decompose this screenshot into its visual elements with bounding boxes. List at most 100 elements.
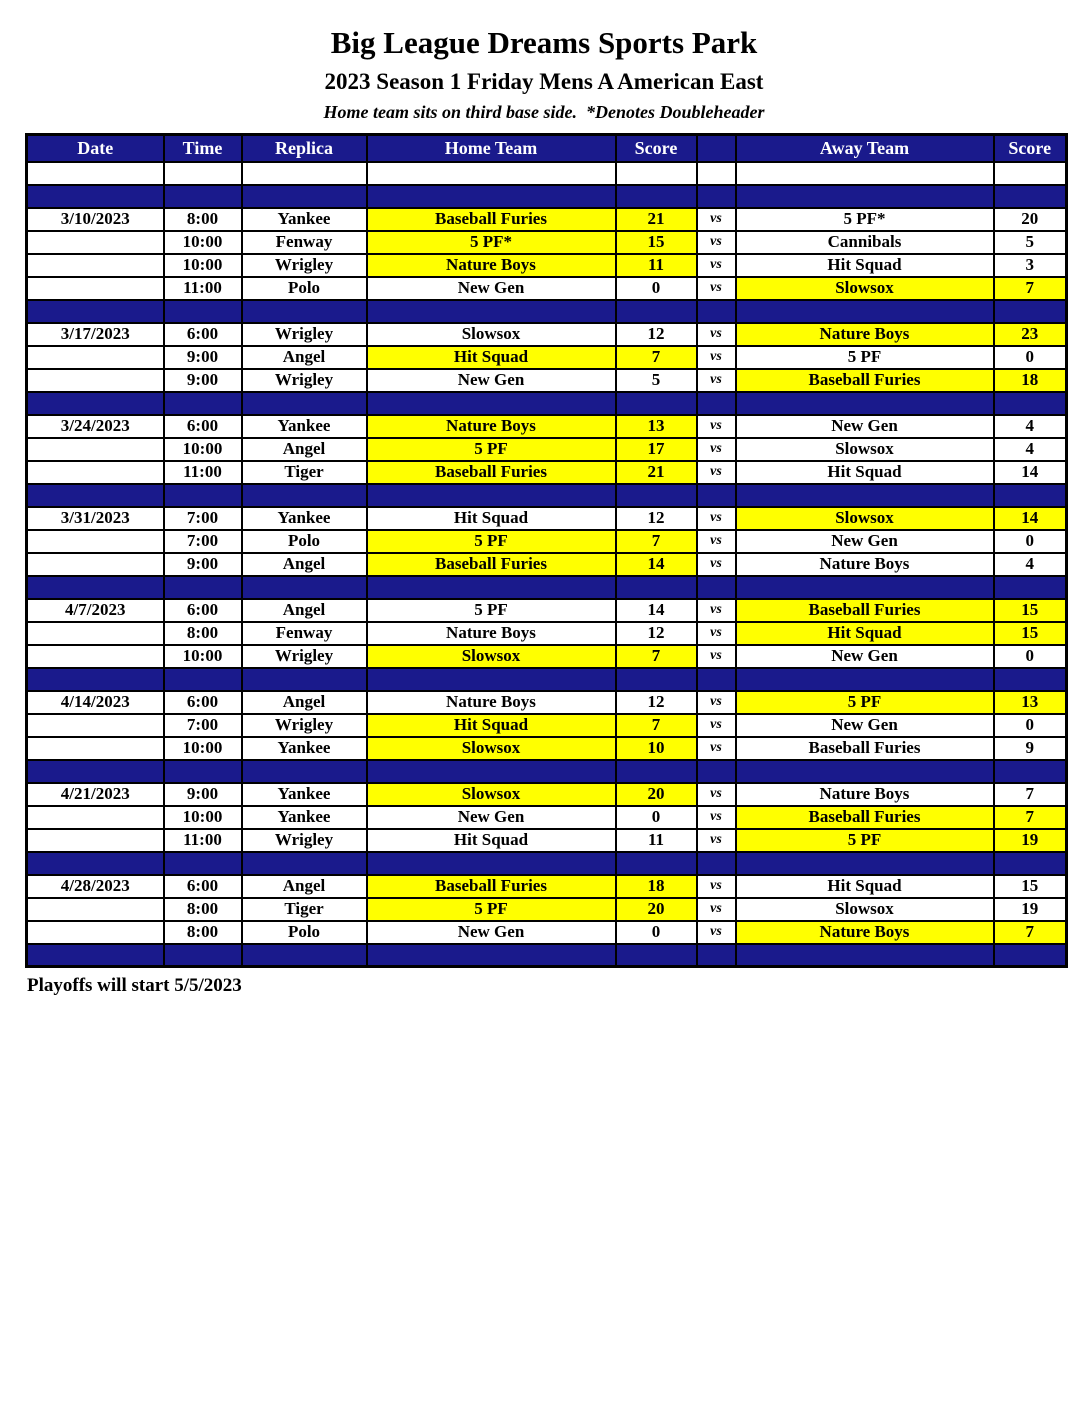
spacer-row-navy	[25, 183, 1068, 209]
time-cell: 7:00	[162, 712, 243, 738]
home-score-cell: 5	[614, 367, 698, 393]
away-score-cell: 7	[992, 781, 1068, 807]
away-team-cell: New Gen	[734, 413, 995, 439]
spacer-cell	[695, 183, 737, 209]
away-score-cell: 4	[992, 551, 1068, 577]
vs-cell: vs	[695, 229, 737, 255]
spacer-cell	[734, 298, 995, 324]
spacer-cell	[25, 758, 165, 784]
spacer-cell	[992, 850, 1068, 876]
game-row: 4/28/2023 6:00 Angel Baseball Furies 18 vs Hit…	[25, 873, 1068, 899]
vs-cell: vs	[695, 643, 737, 669]
time-cell: 11:00	[162, 827, 243, 853]
spacer-cell	[734, 160, 995, 186]
spacer-cell	[365, 160, 617, 186]
vs-cell: vs	[695, 873, 737, 899]
home-team-cell: Baseball Furies	[365, 459, 617, 485]
home-score-cell: 20	[614, 781, 698, 807]
vs-cell: vs	[695, 367, 737, 393]
replica-cell: Angel	[240, 344, 368, 370]
replica-cell: Yankee	[240, 206, 368, 232]
spacer-cell	[614, 160, 698, 186]
spacer-cell	[25, 574, 165, 600]
home-score-cell: 7	[614, 712, 698, 738]
date-cell	[25, 459, 165, 485]
game-row: 3/31/2023 7:00 Yankee Hit Squad 12 vs Slowsox 1…	[25, 505, 1068, 531]
game-row: 4/7/2023 6:00 Angel 5 PF 14 vs Baseball Furies…	[25, 597, 1068, 623]
home-team-cell: 5 PF	[365, 436, 617, 462]
spacer-row-navy	[25, 942, 1068, 968]
home-team-cell: Baseball Furies	[365, 873, 617, 899]
away-score-cell: 9	[992, 735, 1068, 761]
spacer-cell	[695, 574, 737, 600]
away-score-cell: 4	[992, 436, 1068, 462]
vs-cell: vs	[695, 712, 737, 738]
spacer-cell	[240, 390, 368, 416]
home-score-cell: 11	[614, 827, 698, 853]
schedule-table: Date Time Replica Home Team Score Away Team Sc…	[25, 133, 1068, 969]
game-row: 7:00 Polo 5 PF 7 vs New Gen 0	[25, 528, 1068, 554]
away-score-cell: 7	[992, 919, 1068, 945]
time-cell: 9:00	[162, 367, 243, 393]
spacer-cell	[695, 390, 737, 416]
date-cell	[25, 229, 165, 255]
home-score-cell: 17	[614, 436, 698, 462]
spacer-cell	[992, 160, 1068, 186]
date-cell	[25, 643, 165, 669]
away-team-cell: Nature Boys	[734, 551, 995, 577]
vs-cell: vs	[695, 206, 737, 232]
away-score-cell: 3	[992, 252, 1068, 278]
spacer-cell	[365, 942, 617, 968]
home-score-cell: 13	[614, 413, 698, 439]
spacer-cell	[365, 850, 617, 876]
replica-cell: Tiger	[240, 896, 368, 922]
column-header-home-score: Score	[614, 133, 698, 163]
spacer-cell	[162, 482, 243, 508]
spacer-cell	[992, 942, 1068, 968]
home-team-cell: Slowsox	[365, 781, 617, 807]
spacer-row-navy	[25, 482, 1068, 508]
spacer-cell	[614, 758, 698, 784]
game-row: 7:00 Wrigley Hit Squad 7 vs New Gen 0	[25, 712, 1068, 738]
date-cell	[25, 620, 165, 646]
vs-cell: vs	[695, 597, 737, 623]
home-score-cell: 0	[614, 919, 698, 945]
column-header-away-score: Score	[992, 133, 1068, 163]
spacer-cell	[162, 390, 243, 416]
away-team-cell: Baseball Furies	[734, 735, 995, 761]
home-score-cell: 7	[614, 528, 698, 554]
spacer-cell	[734, 850, 995, 876]
spacer-cell	[992, 574, 1068, 600]
away-score-cell: 0	[992, 344, 1068, 370]
spacer-cell	[240, 183, 368, 209]
vs-cell: vs	[695, 896, 737, 922]
date-cell	[25, 275, 165, 301]
replica-cell: Wrigley	[240, 712, 368, 738]
spacer-cell	[734, 183, 995, 209]
time-cell: 10:00	[162, 436, 243, 462]
game-row: 10:00 Fenway 5 PF* 15 vs Cannibals 5	[25, 229, 1068, 255]
away-score-cell: 13	[992, 689, 1068, 715]
game-row: 11:00 Tiger Baseball Furies 21 vs Hit Squad 14	[25, 459, 1068, 485]
time-cell: 6:00	[162, 321, 243, 347]
home-score-cell: 21	[614, 206, 698, 232]
spacer-cell	[240, 942, 368, 968]
home-team-cell: Hit Squad	[365, 712, 617, 738]
time-cell: 10:00	[162, 735, 243, 761]
away-team-cell: New Gen	[734, 643, 995, 669]
vs-cell: vs	[695, 459, 737, 485]
spacer-cell	[992, 666, 1068, 692]
date-cell	[25, 919, 165, 945]
home-team-cell: Hit Squad	[365, 505, 617, 531]
home-score-cell: 14	[614, 597, 698, 623]
away-score-cell: 0	[992, 528, 1068, 554]
game-row: 10:00 Yankee New Gen 0 vs Baseball Furies 7	[25, 804, 1068, 830]
spacer-cell	[162, 298, 243, 324]
home-score-cell: 12	[614, 620, 698, 646]
time-cell: 8:00	[162, 896, 243, 922]
away-team-cell: Hit Squad	[734, 620, 995, 646]
home-team-cell: Hit Squad	[365, 827, 617, 853]
replica-cell: Yankee	[240, 413, 368, 439]
spacer-cell	[695, 942, 737, 968]
date-cell: 4/21/2023	[25, 781, 165, 807]
